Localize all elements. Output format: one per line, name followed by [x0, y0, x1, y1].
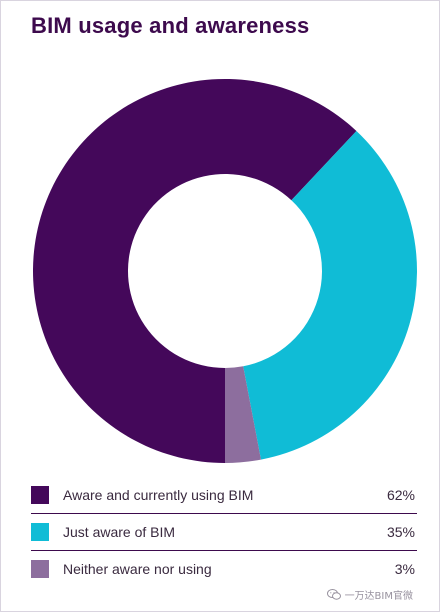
legend-swatch	[31, 523, 49, 541]
legend: Aware and currently using BIM 62% Just a…	[31, 477, 417, 587]
watermark: 一万达BIM官微	[326, 587, 413, 602]
legend-swatch	[31, 486, 49, 504]
donut-slices	[32, 78, 417, 463]
legend-value: 62%	[386, 487, 415, 503]
legend-label: Neither aware nor using	[63, 561, 212, 577]
legend-item: Aware and currently using BIM 62%	[31, 477, 417, 514]
watermark-text: 一万达BIM官微	[344, 591, 413, 602]
donut-slice	[32, 78, 357, 463]
legend-label: Aware and currently using BIM	[63, 487, 254, 503]
legend-item: Neither aware nor using 3%	[31, 551, 417, 587]
donut-chart	[32, 78, 417, 463]
chart-title: BIM usage and awareness	[31, 13, 310, 38]
donut-slice	[243, 131, 417, 460]
legend-swatch	[31, 560, 49, 578]
legend-item: Just aware of BIM 35%	[31, 514, 417, 551]
legend-value: 35%	[386, 524, 415, 540]
wechat-icon	[326, 589, 341, 600]
donut-slice	[225, 366, 261, 463]
legend-value: 3%	[394, 561, 415, 577]
legend-label: Just aware of BIM	[63, 524, 176, 540]
